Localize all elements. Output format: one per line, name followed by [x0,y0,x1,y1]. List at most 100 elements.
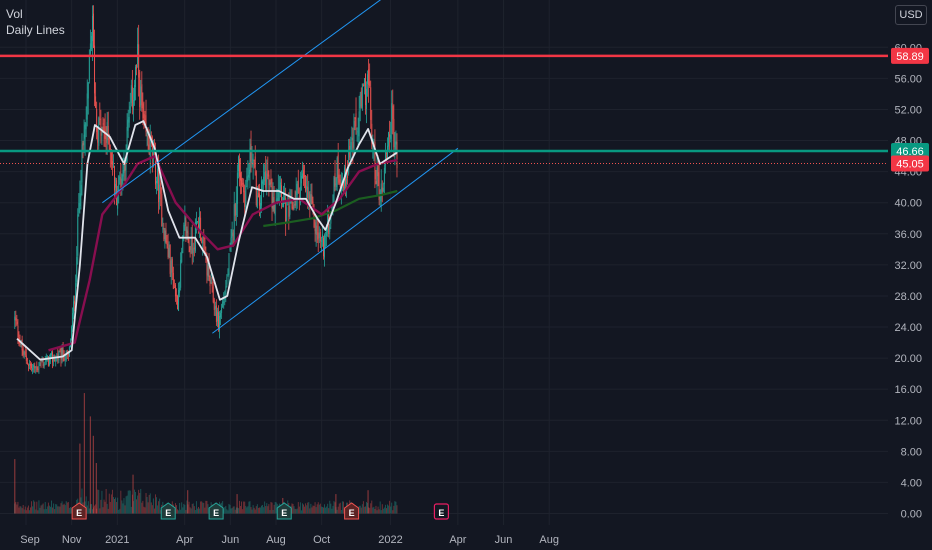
volume-bar [237,508,239,514]
candle-body [311,195,313,204]
candle-body [262,181,264,184]
volume-bar [272,509,274,514]
volume-bar [180,509,182,514]
candle-body [89,43,91,54]
volume-bar [81,488,83,514]
candle-body [395,141,397,145]
volume-bar [85,496,87,514]
candle-body [289,198,291,215]
candle-body [218,312,219,328]
candle-body [16,321,18,325]
trend-channel[interactable] [102,0,517,334]
volume-bar [113,497,114,514]
earnings-marker[interactable]: E [433,503,450,520]
volume-bar [176,505,177,514]
volume-bar [243,501,245,514]
earnings-marker-label: E [76,508,82,518]
candle-body [354,118,356,119]
candle-body [369,81,371,87]
candle-body [270,178,272,184]
volume-bar [373,506,375,514]
price-tag-label: 58.89 [896,51,924,63]
volume-bar [231,507,233,514]
volume-bar [312,505,314,514]
volume-spike [95,462,97,514]
volume-bar [318,504,320,514]
volume-bar [46,506,48,514]
price-axis[interactable]: 60.0056.0052.0048.0044.0040.0036.0032.00… [889,0,932,550]
currency-button[interactable]: USD [895,5,927,25]
ma-slow-line [48,154,398,352]
volume-bar [40,505,42,514]
price-tick-label: 40.00 [894,198,922,210]
volume-bar [392,510,394,514]
volume-bar [327,503,329,514]
volume-bar [304,506,306,514]
candle-body [310,194,312,205]
candle-body [376,167,378,188]
earnings-marker[interactable]: E [208,502,224,520]
time-tick-label: 2021 [105,534,129,546]
earnings-marker[interactable]: E [276,502,292,520]
volume-bar [186,500,188,514]
candle-body [316,225,318,235]
time-axis-bg [0,526,932,550]
volume-bar [110,494,112,514]
candle-body [396,141,398,169]
volume-bar [19,506,21,514]
candle-body [375,181,377,184]
volume-bar [203,502,205,514]
volume-bar [265,506,267,514]
volume-bar [251,509,253,514]
earnings-marker-label: E [438,508,444,518]
earnings-marker[interactable]: E [160,502,176,520]
volume-bar [178,510,180,514]
candle-body [120,178,122,188]
candle-body [226,276,228,285]
price-tick-label: 28.00 [894,291,922,303]
volume-bar [205,500,207,514]
volume-bar [39,507,41,514]
candle-body [64,358,66,360]
candle-body [156,180,157,184]
candle-body [266,173,268,192]
volume-spike [14,459,16,514]
volume-bar [390,506,392,514]
candle-body [334,173,336,187]
horizontal-price-lines[interactable] [0,54,888,164]
volume-bar [291,503,293,514]
candle-body [198,224,199,229]
volume-bar [125,496,127,514]
candle-body [380,183,382,202]
candle-body [282,203,283,205]
volume-bar [101,490,103,514]
candle-body [37,368,39,370]
candle-body [220,313,222,318]
volume-bar [384,504,386,514]
candle-body [182,235,184,253]
candle-body [82,143,84,146]
candle-body [17,325,19,337]
earnings-marker[interactable]: E [344,502,360,520]
volume-bar [235,507,237,514]
volume-bar [38,500,40,514]
earnings-marker[interactable]: E [71,502,87,520]
candle-body [129,106,131,114]
volume-bar [114,499,115,514]
volume-bar [307,502,309,514]
volume-bar [44,502,46,514]
volume-bar [239,500,240,514]
volume-bar [98,489,100,514]
candle-body [99,119,101,120]
time-axis[interactable]: Sep Nov 2021 Apr Jun Aug Oct 2022 Apr Jun Aug [0,526,932,550]
candle-body [199,216,201,231]
candle-body [96,109,98,132]
candle-body [134,85,135,101]
candle-body [80,185,82,198]
candle-body [377,163,379,177]
volume-bar [115,497,117,514]
volume-bar [25,510,27,514]
candle-body [342,180,344,188]
